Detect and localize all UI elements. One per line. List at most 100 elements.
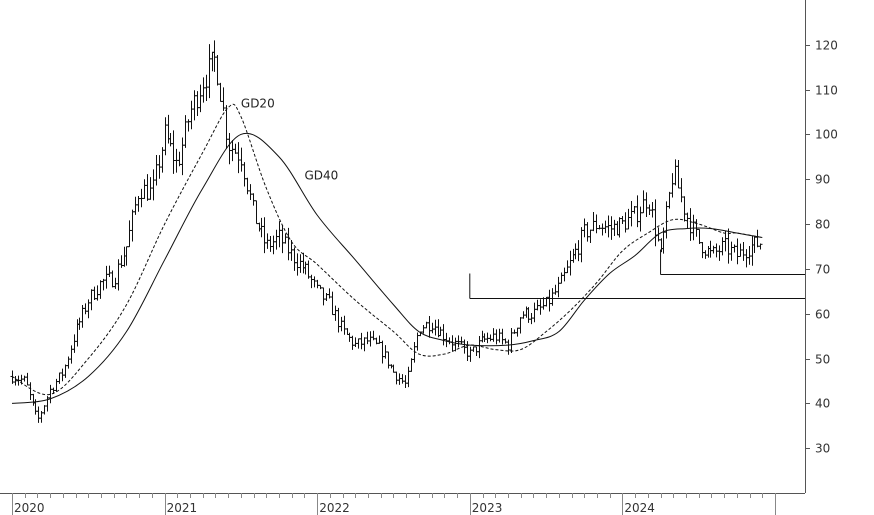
price-bar — [582, 218, 587, 238]
y-tick-label: 50 — [815, 353, 830, 367]
price-bar — [468, 346, 473, 362]
annotation-gd40: GD40 — [304, 168, 338, 182]
price-bar — [345, 328, 350, 335]
price-bar — [606, 215, 611, 238]
price-bar — [72, 334, 77, 353]
price-bar — [550, 288, 555, 306]
price-bar — [691, 214, 696, 241]
price-bar — [365, 331, 370, 345]
price-bar — [110, 270, 115, 288]
price-bar — [676, 160, 681, 189]
price-bar — [609, 216, 614, 240]
price-bar — [436, 319, 441, 338]
price-bar — [600, 223, 605, 236]
y-tick-label: 100 — [815, 128, 838, 142]
price-bar — [747, 245, 752, 265]
price-bar — [509, 327, 514, 353]
price-bar — [312, 276, 317, 288]
price-bar — [315, 279, 320, 289]
price-bar — [644, 192, 649, 217]
price-bar — [500, 328, 505, 345]
price-bar — [612, 219, 617, 236]
price-bar — [700, 242, 705, 259]
price-bar — [515, 327, 520, 337]
price-bar — [189, 100, 194, 130]
price-bar — [667, 191, 672, 209]
price-bar — [122, 246, 127, 267]
price-bar — [588, 229, 593, 244]
price-bar — [732, 244, 737, 253]
price-bar — [620, 216, 625, 224]
price-bar — [717, 245, 722, 261]
price-bar — [571, 248, 576, 263]
price-bar — [568, 250, 573, 276]
price-bar — [207, 44, 212, 99]
price-bar — [359, 332, 364, 350]
price-bar — [497, 328, 502, 343]
price-bar — [75, 319, 80, 347]
price-bar — [714, 243, 719, 258]
price-bar — [145, 174, 150, 201]
price-bar — [233, 143, 238, 154]
price-bar — [688, 208, 693, 241]
y-tick-label: 30 — [815, 442, 830, 456]
price-bar — [215, 54, 220, 86]
price-bar — [301, 252, 306, 274]
price-bar — [482, 333, 487, 343]
y-tick-label: 40 — [815, 397, 830, 411]
price-bar — [406, 366, 411, 388]
price-bar — [386, 351, 391, 369]
price-bar — [626, 208, 631, 230]
price-bar — [25, 372, 30, 386]
price-bar — [274, 229, 279, 250]
price-bar — [397, 373, 402, 385]
price-bar — [391, 364, 396, 373]
price-bar — [127, 220, 132, 248]
price-bar — [512, 329, 517, 334]
price-bar — [682, 196, 687, 222]
price-bar — [697, 228, 702, 244]
price-bar — [447, 337, 452, 345]
price-bar — [532, 302, 537, 323]
price-bar — [124, 246, 129, 266]
price-bar — [69, 345, 74, 364]
ma-line-gd20 — [11, 103, 763, 396]
price-bar — [130, 209, 135, 242]
y-tick-label: 90 — [815, 173, 830, 187]
price-bar — [66, 356, 71, 369]
price-bar — [635, 195, 640, 228]
price-bar — [42, 405, 47, 415]
price-bar — [503, 338, 508, 344]
price-bar — [541, 297, 546, 310]
price-bar — [107, 265, 112, 277]
price-bar — [752, 236, 757, 253]
price-bar — [477, 336, 482, 359]
price-bar — [22, 375, 27, 382]
price-bar — [729, 241, 734, 261]
annotations: GD20 GD40 — [241, 97, 338, 183]
price-bar — [485, 332, 490, 344]
price-bar — [711, 245, 716, 254]
price-bar — [441, 324, 446, 346]
price-bar — [629, 201, 634, 227]
price-bar — [83, 303, 88, 315]
price-bar — [183, 115, 188, 148]
price-bar — [670, 173, 675, 198]
support-line — [469, 273, 805, 299]
price-bar — [31, 393, 36, 406]
price-bar — [735, 238, 740, 265]
price-bar — [535, 299, 540, 311]
moving-average-lines — [11, 103, 763, 404]
price-bar — [242, 162, 247, 187]
price-bar — [45, 396, 50, 412]
y-tick-label: 60 — [815, 308, 830, 322]
x-tick-label: 2022 — [319, 501, 350, 515]
price-bar — [227, 132, 232, 165]
price-bar — [679, 178, 684, 203]
price-bar — [254, 200, 259, 225]
price-bar — [292, 247, 297, 271]
price-bar — [168, 133, 173, 147]
price-bar — [265, 233, 270, 249]
price-bar — [421, 325, 426, 334]
price-bar — [221, 87, 226, 111]
